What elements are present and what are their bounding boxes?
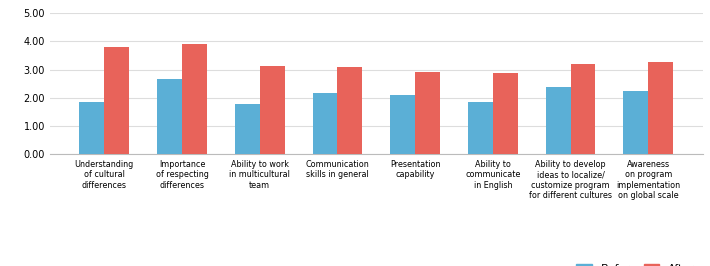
Bar [337,68,362,154]
Bar [312,93,337,154]
Bar [391,95,415,154]
Bar [571,64,596,154]
Legend: Before, After: Before, After [574,261,697,266]
Bar [104,47,129,154]
Bar [493,73,518,154]
Bar [648,62,673,154]
Bar [623,91,648,154]
Bar [182,44,207,154]
Bar [415,72,440,154]
Bar [260,66,285,154]
Bar [235,104,260,154]
Bar [157,79,182,154]
Bar [80,102,104,154]
Bar [546,87,571,154]
Bar [468,102,493,154]
